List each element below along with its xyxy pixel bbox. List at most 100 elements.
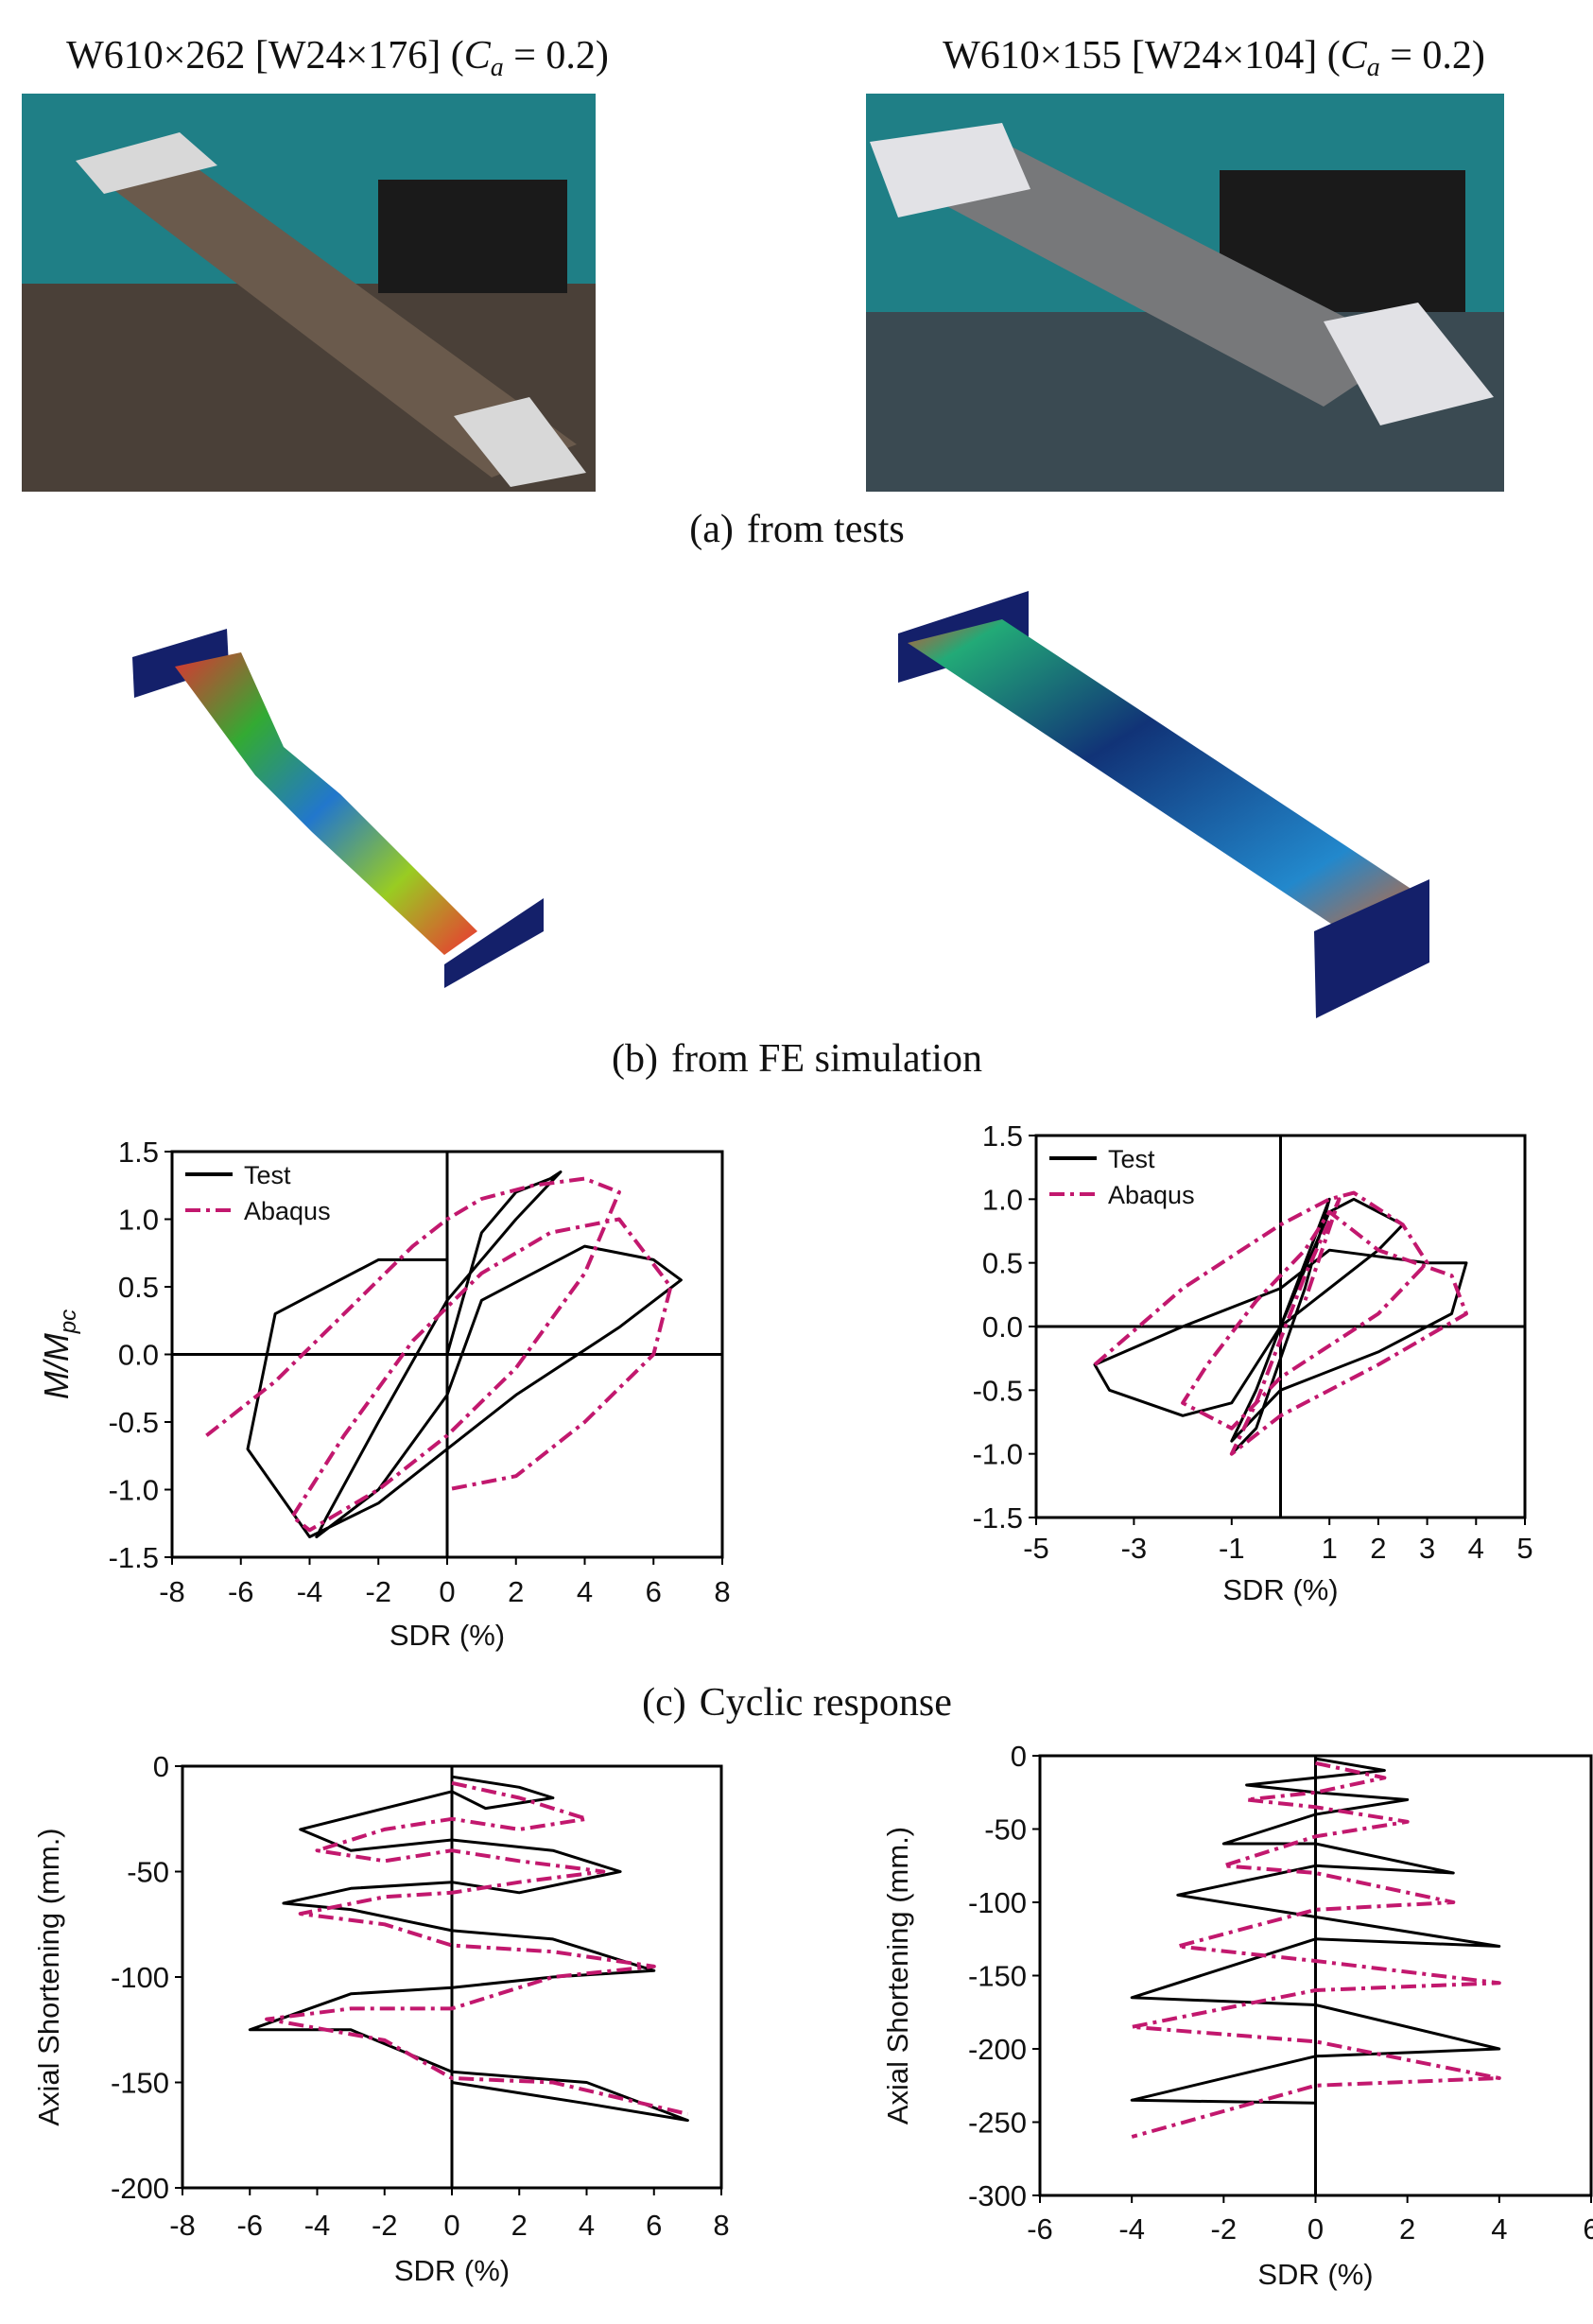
x-tick-label: 6 [646, 1575, 662, 1608]
y-tick-label: 1.5 [982, 1119, 1023, 1153]
y-tick-label: 1.0 [118, 1204, 159, 1237]
x-tick-label: 2 [1370, 1532, 1386, 1565]
test-photo [866, 94, 1504, 492]
y-tick-label: -0.5 [973, 1374, 1023, 1407]
legend-label: Abaqus [1108, 1181, 1195, 1209]
y-tick-label: -50 [984, 1813, 1027, 1847]
caption-label: (a) [689, 508, 734, 551]
y-tick-label: 0.5 [118, 1271, 159, 1304]
x-tick-label: 0 [439, 1575, 455, 1608]
y-tick-label: -300 [968, 2179, 1027, 2212]
title-subscript: a [1367, 53, 1380, 82]
x-tick-label: 2 [1399, 2212, 1415, 2246]
y-tick-label: -100 [111, 1961, 169, 1994]
series-line [248, 1775, 689, 2123]
y-label-text: Axial Shortening (mm.) [32, 1828, 65, 2125]
x-tick-label: 6 [1583, 2212, 1593, 2246]
y-tick-label: 1.0 [982, 1183, 1023, 1216]
y-tick-label: 0.0 [982, 1310, 1023, 1344]
series-line [1130, 1760, 1501, 2139]
y-axis-label: Axial Shortening (mm.) [881, 1827, 914, 2125]
x-tick-label: 8 [714, 1575, 730, 1608]
x-tick-label: 4 [1491, 2212, 1507, 2246]
caption-label: (b) [612, 1037, 658, 1081]
caption: (b) from FE simulation [612, 1037, 982, 1081]
caption-text: Cyclic response [700, 1681, 952, 1725]
series-line [1093, 1190, 1468, 1456]
x-axis-label: SDR (%) [390, 1619, 505, 1652]
y-tick-label: -150 [968, 1960, 1027, 1993]
title-subscript: a [491, 53, 504, 82]
x-tick-label: 1 [1322, 1532, 1338, 1565]
y-axis-label: Axial Shortening (mm.) [32, 1828, 65, 2125]
y-label-text: M/M [37, 1333, 76, 1399]
y-label-text: Axial Shortening (mm.) [881, 1827, 914, 2125]
caption-label: (c) [642, 1681, 686, 1725]
x-tick-label: 0 [1307, 2212, 1324, 2246]
x-tick-label: 2 [508, 1575, 524, 1608]
x-tick-label: -2 [372, 2209, 398, 2242]
caption-text: from FE simulation [671, 1037, 982, 1081]
y-tick-label: 0 [153, 1750, 169, 1783]
x-tick-label: -6 [236, 2209, 263, 2242]
x-tick-label: -3 [1121, 1532, 1148, 1565]
caption-text: from tests [747, 508, 905, 551]
y-tick-label: 0.5 [982, 1247, 1023, 1280]
x-axis-label: SDR (%) [394, 2254, 510, 2287]
legend-label: Test [1108, 1145, 1155, 1173]
y-tick-label: -50 [127, 1856, 169, 1889]
y-tick-label: -100 [968, 1886, 1027, 1919]
y-tick-label: -1.0 [973, 1438, 1023, 1471]
fe-image [898, 591, 1429, 1018]
x-tick-label: -4 [304, 2209, 331, 2242]
series-line [205, 1176, 673, 1533]
x-tick-label: -2 [1211, 2212, 1238, 2246]
x-axis-label: SDR (%) [1257, 2258, 1373, 2291]
x-tick-label: -1 [1219, 1532, 1245, 1565]
test-photo [22, 94, 596, 492]
series-line [1130, 1757, 1501, 2105]
chart: -8 -6 -4 -2 0 2 4 6 8 -200 -150 -100 -50 0 SDR (%) Axia… [32, 1750, 730, 2287]
panel-title: W610×155 [W24×104] (Ca = 0.2) [943, 34, 1485, 82]
y-tick-label: 1.5 [118, 1136, 159, 1169]
x-tick-label: -2 [365, 1575, 391, 1608]
x-tick-label: -8 [169, 2209, 196, 2242]
x-tick-label: 8 [713, 2209, 729, 2242]
series-line [246, 1171, 683, 1538]
panel-title: W610×262 [W24×176] (Ca = 0.2) [66, 34, 609, 82]
title-symbol: C [1341, 34, 1368, 78]
y-tick-label: -150 [111, 2067, 169, 2100]
y-tick-label: 0 [1011, 1740, 1027, 1773]
y-tick-label: -1.0 [109, 1474, 159, 1507]
fe-image [132, 629, 544, 988]
x-tick-label: 4 [577, 1575, 593, 1608]
chart: -8 -6 -4 -2 0 2 4 6 8 -1.5 -1.0 -0.5 0.0 0.5 1.0 1.5 SDR… [37, 1136, 731, 1652]
series-line [265, 1780, 688, 2116]
title-text: W610×155 [W24×104] ( [943, 34, 1341, 78]
x-tick-label: 0 [443, 2209, 459, 2242]
y-label-subscript: pc [56, 1309, 81, 1334]
x-tick-label: 3 [1419, 1532, 1435, 1565]
x-tick-label: -4 [1118, 2212, 1145, 2246]
y-tick-label: 0.0 [118, 1339, 159, 1372]
legend-label: Abaqus [244, 1197, 331, 1225]
x-tick-label: -4 [297, 1575, 323, 1608]
x-axis-label: SDR (%) [1222, 1573, 1338, 1606]
x-tick-label: 4 [1468, 1532, 1484, 1565]
y-tick-label: -200 [968, 2033, 1027, 2066]
y-tick-label: -200 [111, 2172, 169, 2205]
chart: -5 -3 -1 1 2 3 4 5 -1.5 -1.0 -0.5 0.0 0.5 1.0 1.5 SDR (… [973, 1119, 1533, 1606]
legend-label: Test [244, 1161, 291, 1189]
y-tick-label: -0.5 [109, 1406, 159, 1439]
x-tick-label: -8 [159, 1575, 185, 1608]
title-rest: = 0.2) [504, 34, 609, 78]
y-axis-label: M/Mpc [37, 1309, 81, 1399]
x-tick-label: -5 [1023, 1532, 1049, 1565]
y-tick-label: -250 [968, 2107, 1027, 2140]
caption: (a) from tests [689, 508, 904, 551]
x-tick-label: 2 [511, 2209, 528, 2242]
chart: -6 -4 -2 0 2 4 6 -300 -250 -200 -150 -100 -50 0 SDR (%… [881, 1740, 1593, 2291]
title-symbol: C [464, 34, 492, 78]
x-tick-label: 5 [1516, 1532, 1532, 1565]
